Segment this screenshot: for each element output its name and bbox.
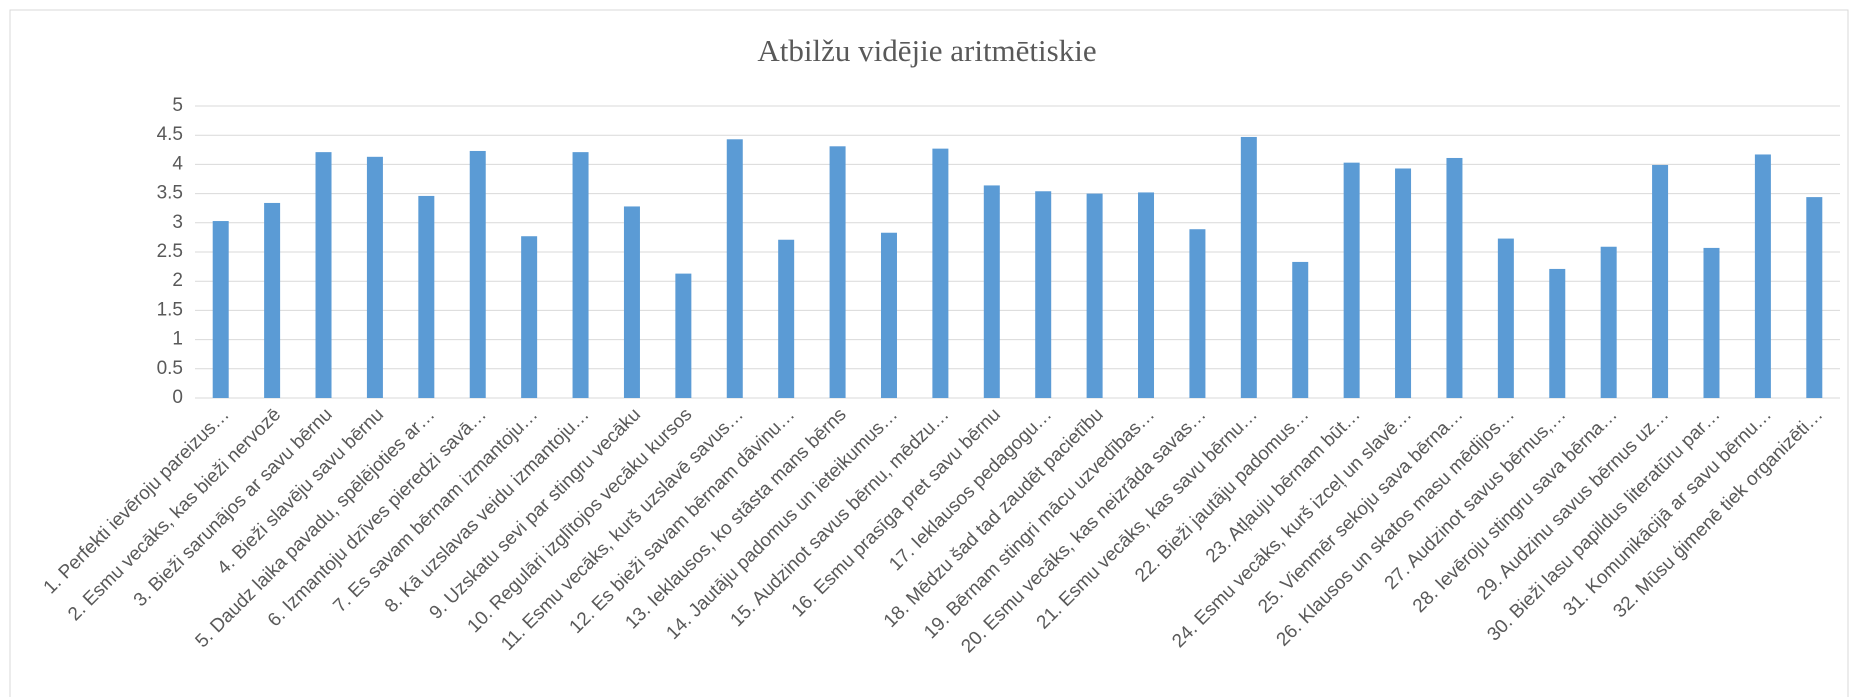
bar <box>880 232 897 398</box>
y-tick-label: 1.5 <box>157 299 183 320</box>
bar <box>212 221 229 398</box>
y-tick-label: 2.5 <box>157 241 183 262</box>
x-tick-label: 26. Klausos un skatos masu mēdijos… <box>1273 404 1519 650</box>
bar <box>983 185 1000 398</box>
bar <box>726 139 743 398</box>
bar <box>1497 238 1514 398</box>
y-tick-label: 1 <box>172 329 183 350</box>
bar <box>1395 168 1412 398</box>
bar <box>1343 162 1360 398</box>
y-tick-label: 3.5 <box>157 183 183 204</box>
y-tick-label: 0.5 <box>157 358 183 379</box>
bar <box>1652 164 1669 398</box>
y-tick-label: 0 <box>172 387 183 408</box>
bar <box>418 195 435 398</box>
bar <box>1549 268 1566 398</box>
bar <box>778 239 795 398</box>
y-tick-label: 2 <box>172 270 183 291</box>
bar <box>572 152 589 398</box>
bar <box>1754 154 1771 398</box>
bar <box>1446 157 1463 398</box>
chart-title: Atbilžu vidējie aritmētiskie <box>757 33 1096 68</box>
y-tick-label: 4.5 <box>157 124 183 145</box>
bar <box>1600 246 1617 398</box>
bar <box>829 146 846 398</box>
bar <box>315 152 332 398</box>
bar <box>675 273 692 398</box>
chart-border <box>9 9 1849 697</box>
y-tick-label: 4 <box>172 153 183 174</box>
bar <box>1086 193 1103 398</box>
bar <box>521 236 538 398</box>
y-tick-label: 3 <box>172 212 183 233</box>
bar <box>1035 191 1052 398</box>
bar <box>469 150 486 398</box>
bar <box>264 202 281 398</box>
bar <box>1292 261 1309 398</box>
bar <box>1138 192 1155 398</box>
y-tick-label: 5 <box>172 95 183 116</box>
bar <box>932 148 949 398</box>
bar <box>1806 197 1823 398</box>
bar <box>366 156 383 398</box>
x-tick-label: 1. Perfekti ievēroju pareizus… <box>40 404 234 598</box>
bar <box>1240 136 1257 398</box>
bar <box>1703 247 1720 398</box>
bar <box>623 206 640 398</box>
bar <box>1189 229 1206 398</box>
